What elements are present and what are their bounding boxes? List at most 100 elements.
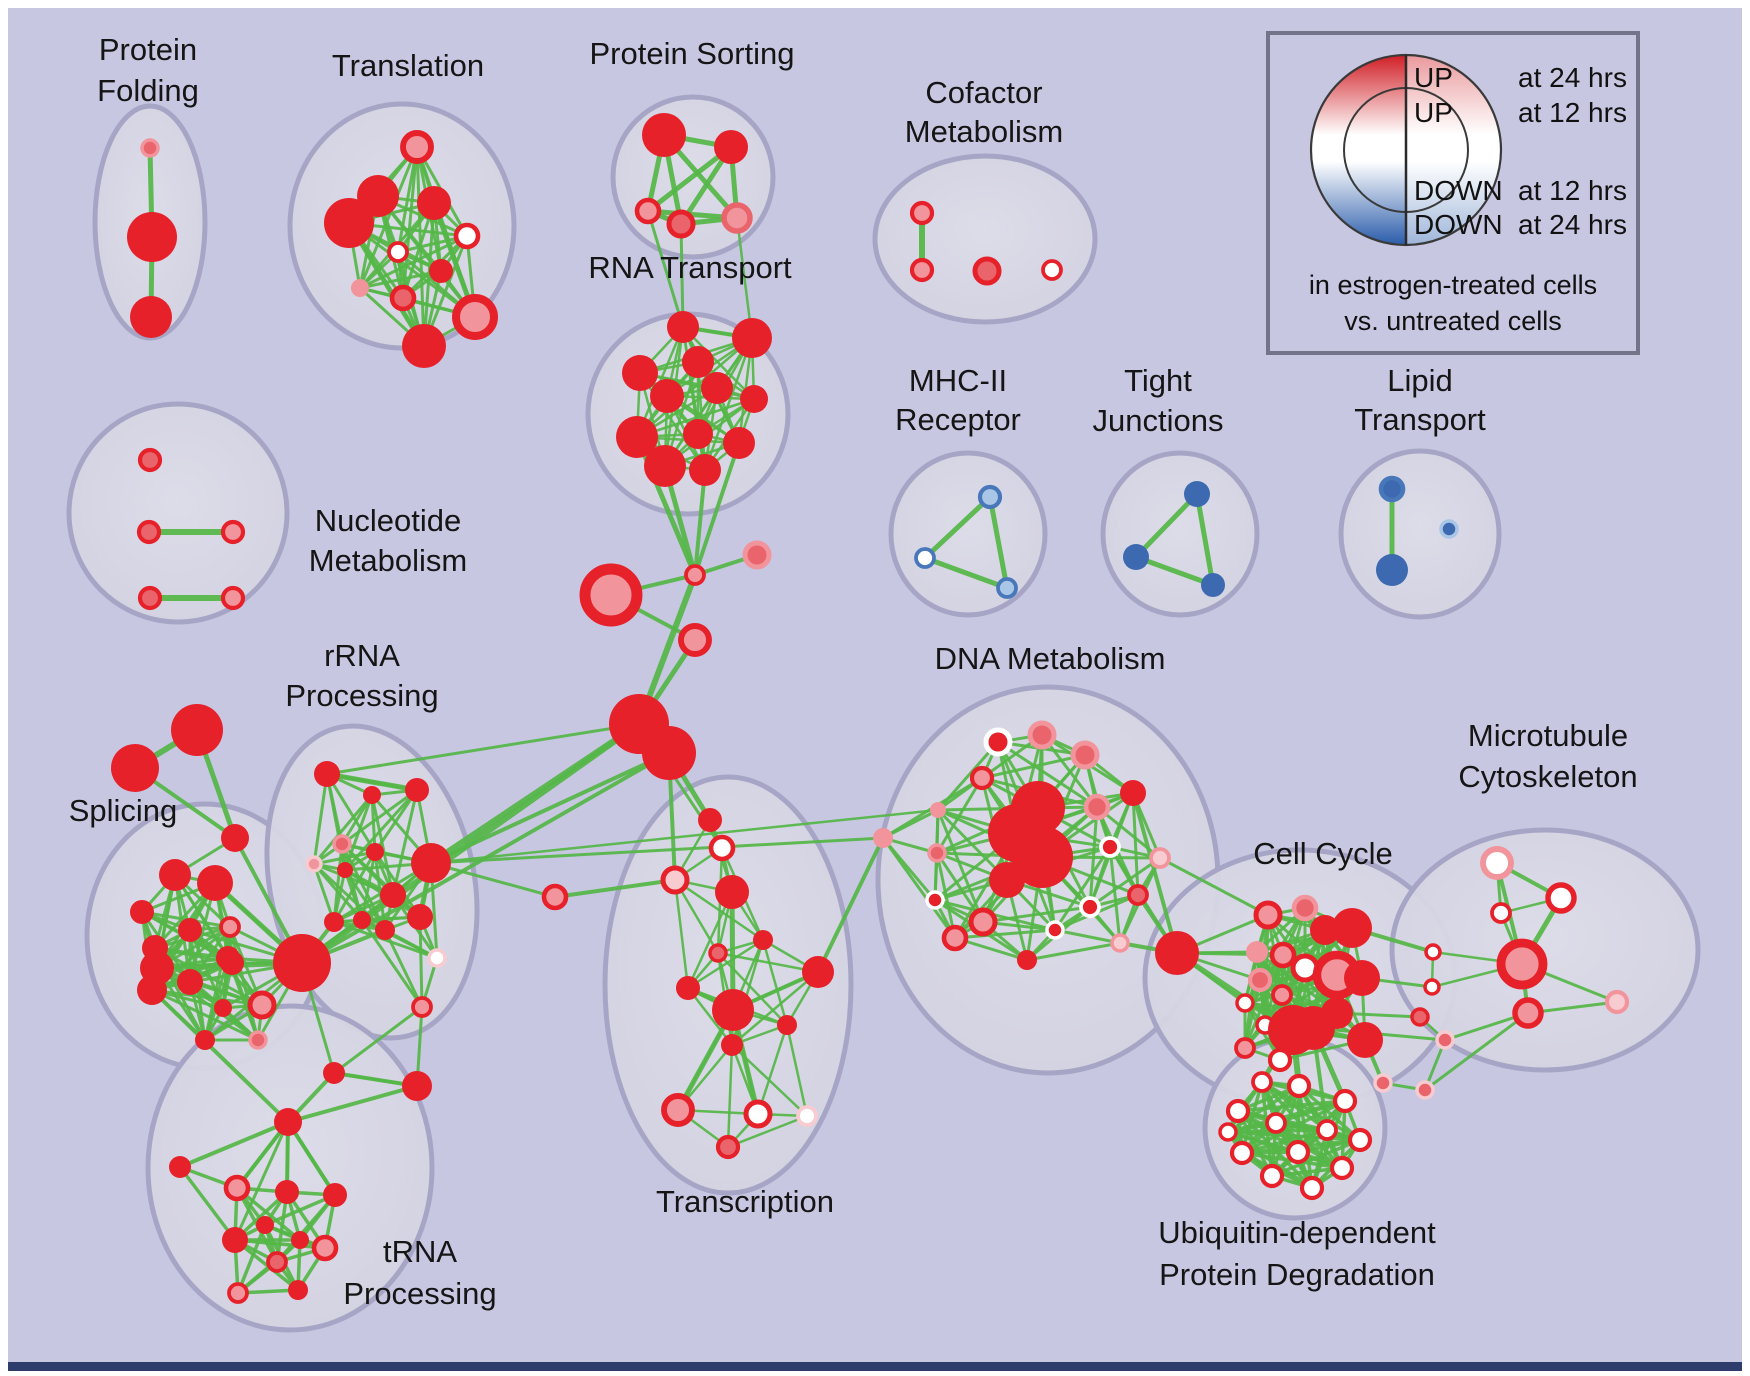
rrna-processing-edge (370, 793, 395, 897)
legend-entry-time-2: at 12 hrs (1518, 97, 1627, 128)
trna-processing-node-0 (274, 1108, 302, 1136)
microtubule-cytoskeleton-node-1 (1545, 882, 1577, 914)
nucleotide-metabolism-node-2 (220, 519, 246, 545)
transcription-label-line-1: Transcription (656, 1184, 834, 1219)
microtubule-cytoskeleton-edge (1423, 1011, 1530, 1092)
rrna-processing-edge (418, 915, 424, 1009)
legend-entry-time-4: at 24 hrs (1518, 209, 1627, 240)
translation-node-3 (324, 198, 374, 248)
ubiquitin-degradation-node-11 (1299, 1175, 1325, 1201)
splicing-node-10 (220, 951, 244, 975)
splicing-node-12 (214, 999, 232, 1017)
dna-metabolism-edge (1108, 845, 1122, 945)
rrna-processing-node-7 (411, 843, 451, 883)
transcription-edge (761, 938, 789, 1027)
rna-transport-node-3 (682, 346, 714, 378)
dna-metabolism-node-1 (1027, 720, 1057, 750)
trna-processing-node-5 (222, 1227, 248, 1253)
cell-cycle-label-line-1: Cell Cycle (1253, 836, 1393, 871)
nucleotide-metabolism-label-line-1: Nucleotide (315, 503, 461, 538)
lipid-transport-ellipse (1338, 448, 1502, 620)
microtubule-cytoskeleton-node-6 (1512, 997, 1544, 1029)
dna-metabolism-node-11 (1011, 826, 1073, 888)
dna-metabolism-node-17 (1079, 896, 1101, 918)
dna-metabolism-node-15 (925, 890, 945, 910)
cell-cycle-node-12 (1235, 993, 1255, 1013)
rna-transport-node-9 (723, 427, 755, 459)
rna-transport-node-7 (616, 416, 658, 458)
cell-cycle-node-19 (1234, 1037, 1256, 1059)
tight-junctions-label-line-1: Tight (1124, 363, 1192, 398)
trna-processing-node-4 (323, 1183, 347, 1207)
dna-metabolism-node-14 (1149, 847, 1171, 869)
protein-folding-node-0 (140, 138, 160, 158)
rna-transport-node-10 (644, 445, 686, 487)
microtubule-cytoskeleton-label-line-1: Microtubule (1468, 718, 1628, 753)
rna-transport-edge (635, 336, 754, 439)
network-nodes (111, 113, 1630, 1304)
mhc-ii-receptor-edge (987, 494, 1010, 591)
mhc-ii-receptor-node-1 (914, 547, 936, 569)
transcription-node-8 (712, 989, 754, 1031)
transcription-edge (673, 878, 690, 990)
ubiquitin-degradation-node-2 (1332, 1088, 1358, 1114)
trna-processing-node-2 (223, 1174, 251, 1202)
rna-transport-edge (681, 325, 756, 401)
trna-processing-node-10 (256, 1216, 274, 1234)
rna-transport-node-11 (689, 454, 721, 486)
transcription-node-3 (715, 875, 749, 909)
dna-metabolism-edge (1053, 928, 1122, 945)
rna-transport-label-line-1: RNA Transport (588, 250, 792, 285)
translation-edge (358, 145, 419, 290)
ubiquitin-degradation-node-3 (1225, 1098, 1251, 1124)
trna-processing-edge (178, 1165, 237, 1242)
rrna-processing-node-9 (324, 912, 344, 932)
dna-metabolism-node-7 (873, 828, 893, 848)
cell-cycle-node-17 (1347, 1022, 1383, 1058)
tight-junctions-edge (1194, 491, 1216, 588)
cell-cycle-node-1 (1253, 900, 1283, 930)
transcription-node-13 (796, 1105, 818, 1127)
dna-metabolism-node-2 (1070, 740, 1100, 770)
inter-cluster-edge (429, 861, 557, 899)
inter-cluster-edge (816, 836, 885, 974)
trna-processing-edge (286, 1120, 337, 1197)
protein-folding-node-2 (130, 296, 172, 338)
connectors-node-9 (541, 883, 569, 911)
rrna-processing-node-11 (375, 920, 395, 940)
microtubule-cytoskeleton-node-3 (1424, 943, 1442, 961)
protein-sorting-label-line-1: Protein Sorting (589, 36, 794, 71)
transcription-node-10 (721, 1034, 743, 1056)
cofactor-metabolism-label-line-1: Cofactor (925, 75, 1042, 110)
rrna-processing-node-3 (332, 834, 352, 854)
legend-entry-direction-1: UP (1414, 62, 1453, 93)
dna-metabolism-node-19 (1045, 920, 1065, 940)
splicing-node-1 (197, 865, 233, 901)
rrna-processing-edge (312, 850, 377, 866)
inter-cluster-edge (1131, 791, 1179, 955)
rna-transport-node-2 (622, 355, 658, 391)
rrna-processing-node-6 (366, 843, 384, 861)
connectors-node-7 (111, 744, 159, 792)
transcription-edge (756, 1023, 789, 1116)
trna-processing-label-line-1: tRNA (383, 1234, 457, 1269)
microtubule-cytoskeleton-node-0 (1480, 846, 1514, 880)
trna-processing-label-line-2: Processing (343, 1276, 496, 1311)
ubiquitin-degradation-node-8 (1285, 1139, 1311, 1165)
dna-metabolism-edge (1088, 856, 1162, 909)
ubiquitin-degradation-node-0 (1251, 1071, 1273, 1093)
ubiquitin-degradation-node-12 (1218, 1122, 1238, 1142)
trna-processing-node-9 (288, 1280, 308, 1300)
trna-processing-node-3 (275, 1180, 299, 1204)
microtubule-cytoskeleton-node-10 (1373, 1073, 1393, 1093)
microtubule-cytoskeleton-node-8 (1410, 1007, 1430, 1027)
trna-processing-node-11 (291, 1231, 309, 1249)
mhc-ii-receptor-label-line-2: Receptor (895, 402, 1021, 437)
cofactor-metabolism-node-1 (909, 257, 935, 283)
microtubule-cytoskeleton-node-4 (1423, 978, 1441, 996)
rrna-processing-edge (373, 788, 419, 854)
translation-node-4 (453, 222, 481, 250)
cell-cycle-node-4 (1332, 908, 1372, 948)
rrna-processing-edge (340, 788, 419, 846)
